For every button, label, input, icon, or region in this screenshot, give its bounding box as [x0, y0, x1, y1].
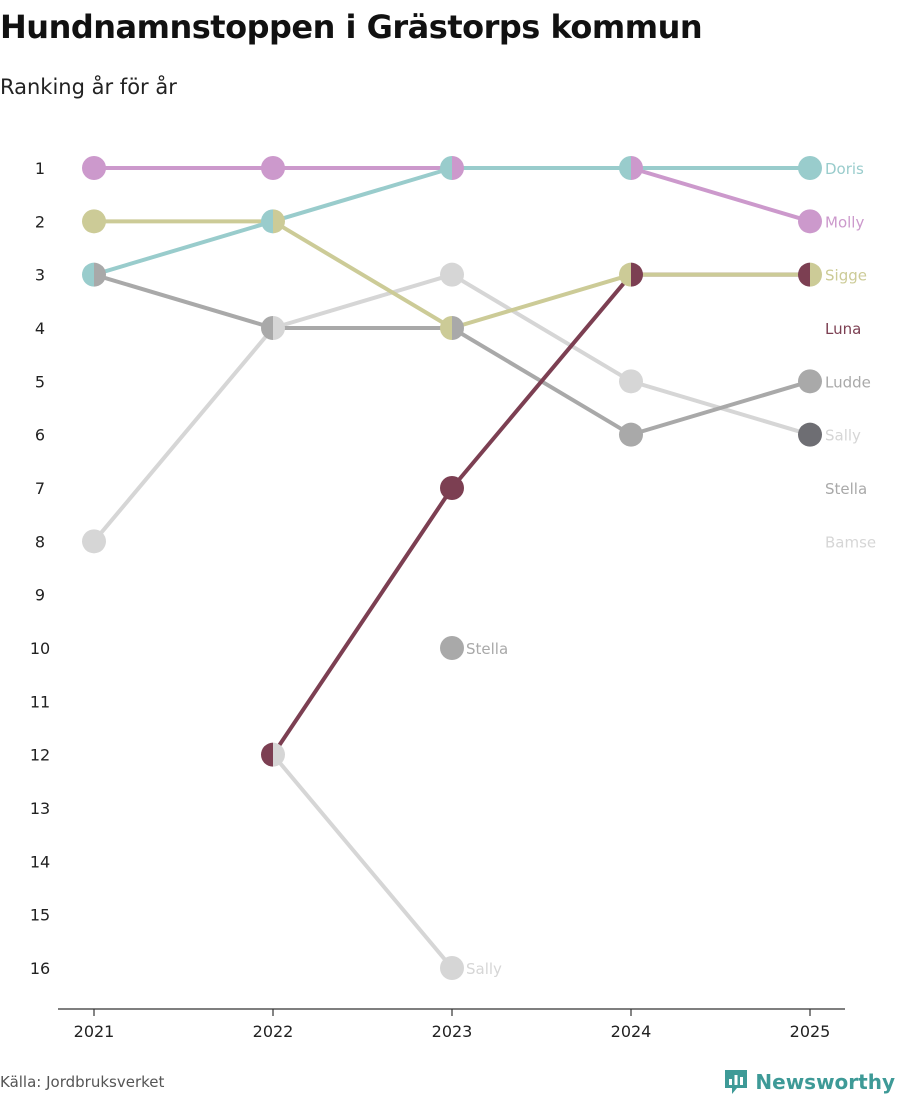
newsworthy-icon	[725, 1070, 748, 1094]
data-point-left-half	[440, 156, 452, 180]
end-label-sigge: Sigge	[825, 267, 867, 285]
data-point	[440, 476, 464, 500]
y-tick-label: 15	[30, 906, 50, 925]
data-point-left-half	[798, 262, 810, 287]
chart-subtitle: Ranking år för år	[0, 75, 177, 99]
y-tick-label: 1	[35, 159, 45, 178]
data-point-left-half	[619, 262, 631, 287]
data-point-right-half	[94, 262, 107, 287]
data-point-right-half	[631, 156, 643, 180]
data-point	[82, 209, 106, 234]
data-point-right-half	[273, 316, 285, 340]
point-label: Stella	[466, 640, 508, 658]
data-point	[261, 156, 285, 180]
y-tick-label: 8	[35, 532, 45, 551]
data-point	[798, 209, 822, 234]
end-label-stella: Stella	[825, 480, 867, 498]
data-point	[798, 369, 822, 394]
data-point-left-half	[261, 742, 273, 767]
data-point	[798, 156, 822, 180]
series-line-luna	[271, 272, 812, 757]
series-line-sally	[271, 752, 454, 970]
data-point	[798, 422, 822, 447]
data-point	[82, 529, 106, 554]
y-tick-label: 13	[30, 799, 50, 818]
chart-title: Hundnamnstoppen i Grästorps kommun	[0, 8, 703, 46]
x-tick-label: 2021	[74, 1022, 115, 1041]
end-label-sally: Sally	[825, 427, 861, 445]
data-point-left-half	[261, 209, 273, 234]
x-tick-label: 2025	[790, 1022, 831, 1041]
data-point-right-half	[452, 156, 464, 180]
data-point-right-half	[631, 262, 643, 287]
data-point-right-half	[273, 209, 285, 234]
y-tick-label: 16	[30, 959, 50, 978]
y-tick-label: 6	[35, 426, 45, 445]
data-point	[82, 156, 106, 180]
y-tick-label: 14	[30, 852, 50, 871]
data-point-right-half	[273, 742, 285, 767]
point-label: Sally	[466, 960, 502, 978]
data-point-left-half	[261, 316, 273, 340]
data-point	[440, 262, 464, 287]
data-point	[619, 369, 643, 394]
y-tick-label: 4	[35, 319, 45, 338]
data-point	[440, 636, 464, 660]
y-tick-label: 9	[35, 586, 45, 605]
y-tick-label: 2	[35, 212, 45, 231]
y-tick-label: 10	[30, 639, 50, 658]
series-line-bamse	[92, 272, 812, 544]
x-tick-label: 2023	[432, 1022, 473, 1041]
data-point	[440, 956, 464, 980]
data-point	[619, 422, 643, 447]
x-tick-label: 2022	[253, 1022, 294, 1041]
end-label-luna: Luna	[825, 320, 861, 338]
data-point-right-half	[810, 262, 822, 287]
x-tick-label: 2024	[611, 1022, 652, 1041]
end-label-doris: Doris	[825, 160, 864, 178]
y-tick-label: 3	[35, 266, 45, 285]
y-tick-label: 5	[35, 372, 45, 391]
data-point-left-half	[440, 316, 452, 340]
source-note: Källa: Jordbruksverket	[0, 1073, 165, 1091]
data-point-left-half	[82, 262, 94, 287]
brand-name: Newsworthy	[755, 1070, 895, 1094]
y-tick-label: 11	[30, 692, 50, 711]
data-point-left-half	[619, 156, 631, 180]
end-label-molly: Molly	[825, 213, 864, 231]
y-tick-label: 7	[35, 479, 45, 498]
end-label-ludde: Ludde	[825, 373, 871, 391]
end-label-bamse: Bamse	[825, 533, 876, 551]
y-tick-label: 12	[30, 746, 50, 765]
data-point-right-half	[452, 316, 464, 340]
brand-logo: Newsworthy	[723, 1068, 895, 1096]
